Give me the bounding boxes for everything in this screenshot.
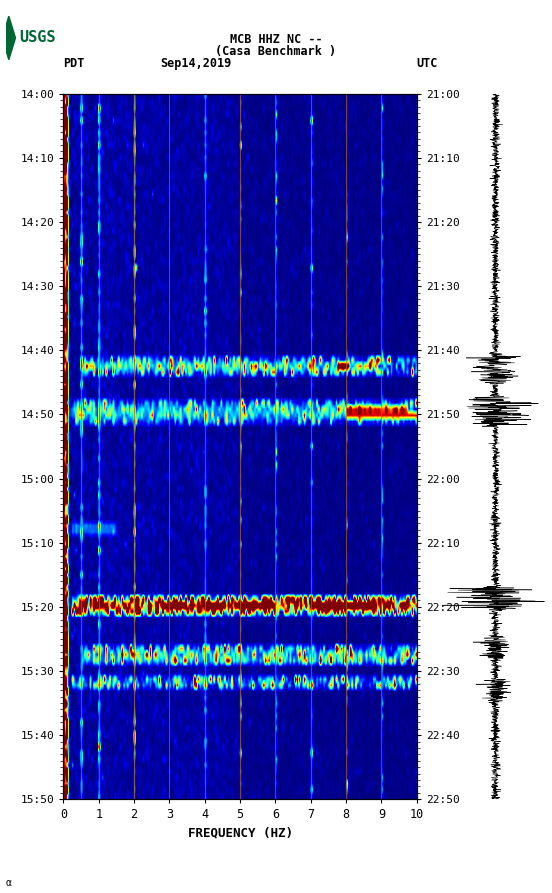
Text: MCB HHZ NC --: MCB HHZ NC -- — [230, 33, 322, 46]
Polygon shape — [2, 16, 15, 60]
Text: USGS: USGS — [19, 30, 55, 46]
Text: PDT: PDT — [63, 57, 85, 71]
Text: Sep14,2019: Sep14,2019 — [160, 57, 231, 71]
X-axis label: FREQUENCY (HZ): FREQUENCY (HZ) — [188, 827, 293, 839]
Text: UTC: UTC — [417, 57, 438, 71]
Text: (Casa Benchmark ): (Casa Benchmark ) — [215, 45, 337, 58]
Text: α: α — [6, 878, 12, 888]
